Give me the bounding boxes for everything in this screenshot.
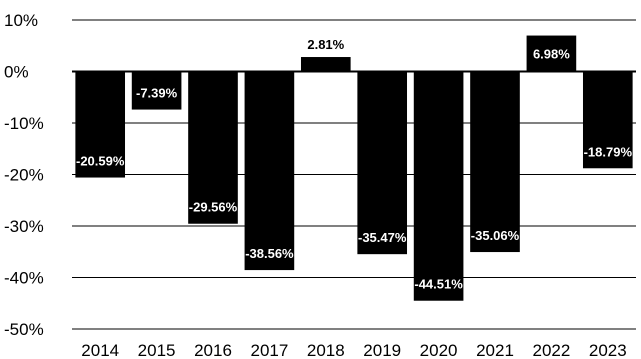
bar-2018 [300,57,351,72]
y-tick-label: 0% [4,63,29,82]
y-tick-label: -20% [4,166,44,185]
data-label-2023: -18.79% [584,144,633,159]
bar-2017 [244,71,295,271]
bar-2022 [526,35,577,72]
y-tick-label: -10% [4,114,44,133]
x-tick-label: 2015 [138,341,176,359]
x-tick-label: 2021 [476,341,514,359]
bar-2015 [131,71,182,110]
bars [75,35,633,301]
x-tick-label: 2022 [532,341,570,359]
data-label-2014: -20.59% [76,154,125,169]
y-tick-label: -50% [4,320,44,339]
bar-2014 [75,71,126,178]
bar-2020 [413,71,464,301]
y-axis-tick-labels: 10% 0% -10% -20% -30% -40% -50% [4,11,44,339]
bar-2023 [582,71,633,169]
x-tick-label: 2018 [307,341,345,359]
bar-2016 [188,71,238,224]
data-label-2017: -38.56% [245,246,294,261]
data-label-2019: -35.47% [358,230,407,245]
y-tick-label: 10% [4,11,38,30]
y-tick-label: -40% [4,269,44,288]
data-label-2018: 2.81% [307,37,344,52]
data-label-2021: -35.06% [471,228,520,243]
data-label-2020: -44.51% [414,277,463,292]
x-tick-label: 2023 [589,341,627,359]
data-label-2015: -7.39% [136,86,178,101]
y-tick-label: -30% [4,217,44,236]
bar-2021 [470,71,520,253]
x-tick-label: 2016 [194,341,232,359]
x-axis-tick-labels: 2014 2015 2016 2017 2018 2019 2020 2021 2022 2023 [81,341,626,359]
data-label-2016: -29.56% [189,200,238,215]
data-label-2022: 6.98% [533,47,570,62]
x-tick-label: 2020 [420,341,458,359]
x-tick-label: 2017 [250,341,288,359]
x-tick-label: 2014 [81,341,119,359]
data-labels: -20.59% -7.39% -29.56% -38.56% 2.81% -35.47% -… [76,37,632,292]
bar-2019 [357,71,408,255]
x-tick-label: 2019 [363,341,401,359]
